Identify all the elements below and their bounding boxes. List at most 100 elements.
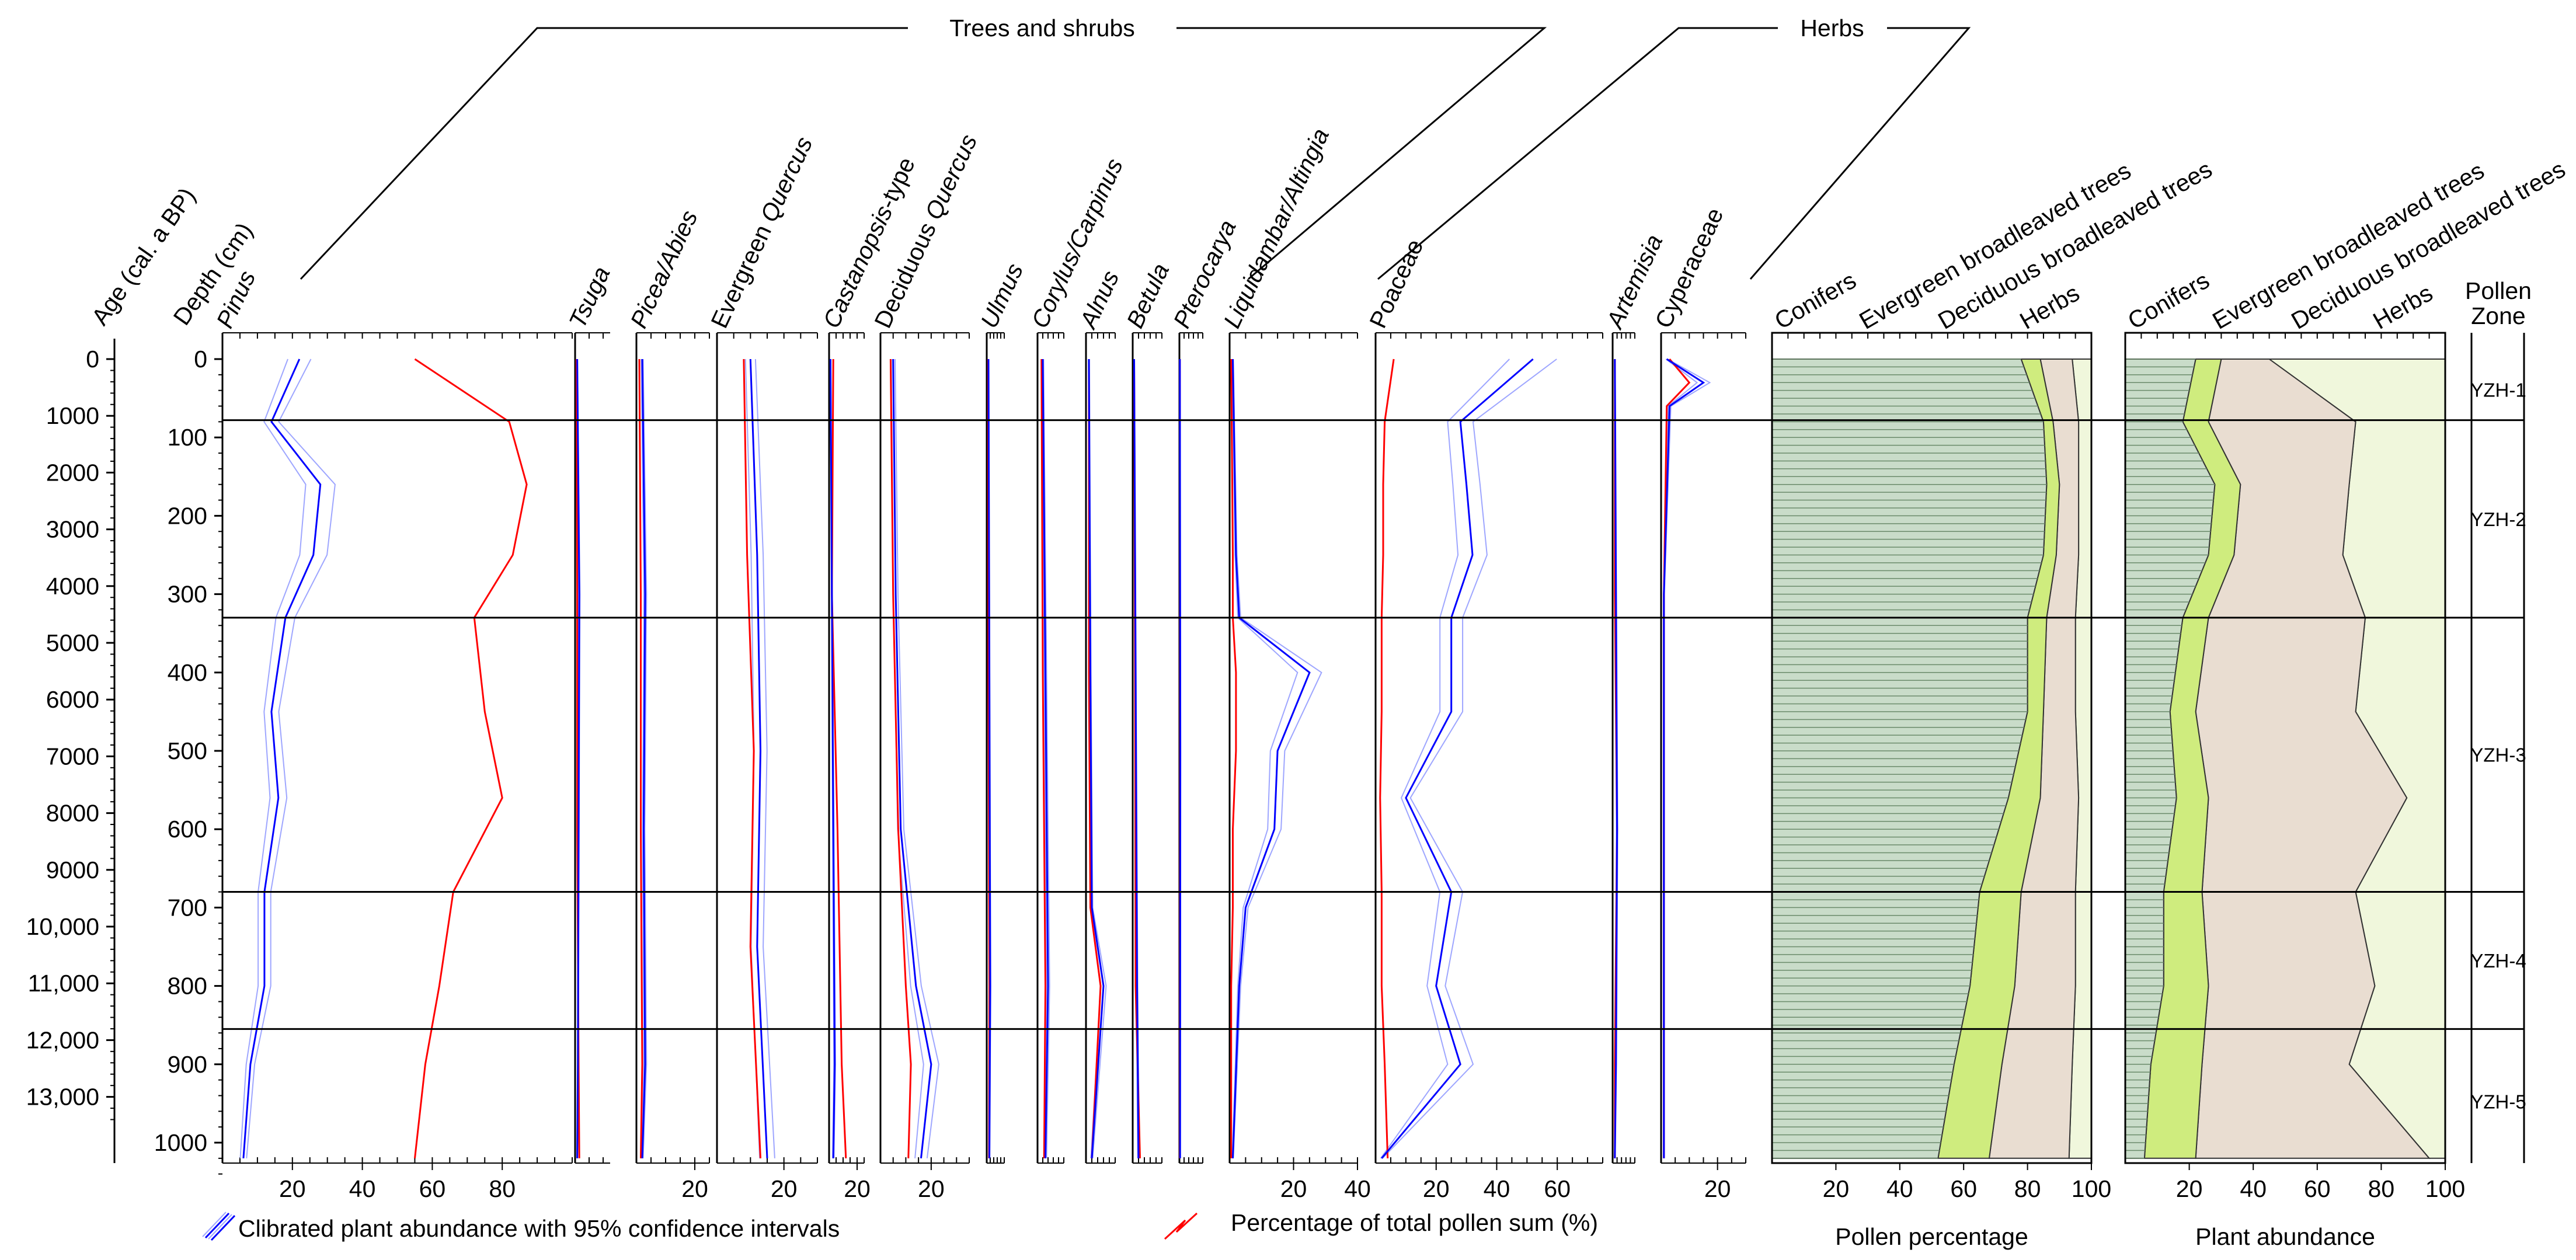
abundance-ci-upper [1043, 358, 1050, 1158]
taxon-panel: 20 Picea/Abies [625, 206, 710, 1202]
abundance-line [242, 358, 322, 1158]
abundance-line [1179, 358, 1182, 1158]
abundance-ci-upper [246, 358, 336, 1158]
taxon-label-part: -type [873, 153, 920, 213]
depth-tick-label: 500 [168, 737, 207, 764]
stack-series-label: Conifers [2124, 267, 2214, 335]
legend-abundance-label: Clibrated plant abundance with 95% confi… [238, 1215, 840, 1242]
percentage-line [575, 358, 580, 1158]
taxon-tick-label: 40 [1344, 1175, 1371, 1202]
zone-label: YZH-2 [2470, 509, 2526, 530]
abundance-ci-upper [754, 358, 775, 1158]
age-tick-label: 5000 [46, 629, 99, 656]
abundance-ci-upper [642, 358, 648, 1158]
taxon-tick-label: 20 [1280, 1175, 1307, 1202]
taxon-panel: Ulmus [975, 259, 1028, 1164]
age-tick-label: 12,000 [26, 1026, 99, 1053]
stack-caption: Pollen percentage [1835, 1223, 2028, 1250]
abundance-ci-lower [239, 358, 307, 1158]
stack-tick-label: 100 [2425, 1175, 2465, 1202]
taxon-label: Corylus/Carpinus [1026, 154, 1128, 332]
abundance-line [987, 358, 991, 1158]
taxon-tick-label: 60 [1544, 1175, 1571, 1202]
taxon-tick-label: 40 [349, 1175, 376, 1202]
taxon-tick-label: 20 [279, 1175, 306, 1202]
abundance-line [1663, 358, 1705, 1158]
depth-tick-label: 100 [168, 424, 207, 451]
abundance-ci-lower [1231, 358, 1299, 1158]
depth-tick-label: 700 [168, 894, 207, 921]
percentage-line [1230, 358, 1237, 1158]
zone-label: YZH-1 [2470, 379, 2526, 401]
abundance-ci-upper [1663, 358, 1711, 1158]
percentage-line [743, 358, 761, 1158]
age-tick-label: 7000 [46, 743, 99, 770]
percentage-line [1379, 358, 1395, 1158]
taxon-panel: Tsuga [563, 262, 615, 1164]
abundance-line [1232, 358, 1311, 1158]
abundance-line [1614, 358, 1618, 1158]
taxon-panel: Betula [1121, 259, 1174, 1164]
zone-header-line1: Pollen [2465, 277, 2532, 304]
abundance-line [1088, 358, 1105, 1158]
abundance-line [1042, 358, 1049, 1158]
taxon-label: Tsuga [563, 262, 615, 332]
stack-tick-label: 20 [1823, 1175, 1850, 1202]
taxon-panel: Corylus/Carpinus [1026, 154, 1128, 1164]
age-tick-label: 4000 [46, 573, 99, 600]
depth-tick-label: 600 [168, 816, 207, 843]
abundance-line [1381, 358, 1534, 1159]
legend-percentage-label: Percentage of total pollen sum (%) [1231, 1209, 1598, 1236]
abundance-line [892, 358, 932, 1158]
abundance-ci-lower [744, 358, 761, 1158]
taxon-label: Picea/Abies [625, 206, 702, 332]
percentage-line [638, 358, 643, 1158]
zone-label: YZH-3 [2470, 744, 2526, 766]
taxon-label-part: Evergreen [705, 215, 779, 332]
zone-label: YZH-5 [2470, 1091, 2526, 1113]
stack-tick-label: 80 [2368, 1175, 2395, 1202]
stack-caption: Plant abundance [2195, 1223, 2375, 1250]
stack-tick-label: 20 [2176, 1175, 2203, 1202]
abundance-ci-lower [640, 358, 645, 1158]
taxon-tick-label: 20 [918, 1175, 945, 1202]
depth-tick-label: 1000 [154, 1129, 207, 1156]
legend-abundance-ci-icon [202, 1212, 232, 1240]
taxon-tick-label: 40 [1484, 1175, 1510, 1202]
age-tick-label: 3000 [46, 516, 99, 543]
group-bracket-left [300, 27, 908, 280]
taxon-tick-label: 20 [1423, 1175, 1450, 1202]
abundance-ci-upper [1382, 358, 1557, 1159]
percentage-line [889, 358, 912, 1158]
taxon-tick-label: 20 [681, 1175, 708, 1202]
taxon-tick-label: 20 [844, 1175, 871, 1202]
age-tick-label: 1000 [46, 402, 99, 429]
stack-tick-label: 100 [2072, 1175, 2111, 1202]
depth-tick-label: 0 [194, 346, 207, 373]
group-header-trees-and-shrubs: Trees and shrubs [949, 15, 1135, 41]
taxon-label-part: Quercus [920, 130, 982, 224]
age-tick-label: 8000 [46, 800, 99, 827]
stack-tick-label: 80 [2014, 1175, 2041, 1202]
stack-tick-label: 60 [1950, 1175, 1977, 1202]
taxon-tick-label: 60 [419, 1175, 446, 1202]
taxon-label: Poaceae [1364, 235, 1428, 332]
zone-label: YZH-4 [2470, 950, 2526, 972]
taxon-tick-label: 20 [771, 1175, 798, 1202]
percentage-line [414, 358, 528, 1158]
herbs-bracket-left [1377, 27, 1778, 280]
stack-tick-label: 40 [2240, 1175, 2267, 1202]
depth-tick-label: 400 [168, 659, 207, 686]
abundance-line [1133, 358, 1140, 1158]
group-bracket-right [1176, 27, 1547, 280]
age-tick-label: 9000 [46, 857, 99, 883]
age-tick-label: 10,000 [26, 913, 99, 940]
depth-tick-label: 800 [168, 973, 207, 1000]
taxon-label: Ulmus [975, 259, 1028, 332]
percentage-line [1088, 359, 1102, 1158]
